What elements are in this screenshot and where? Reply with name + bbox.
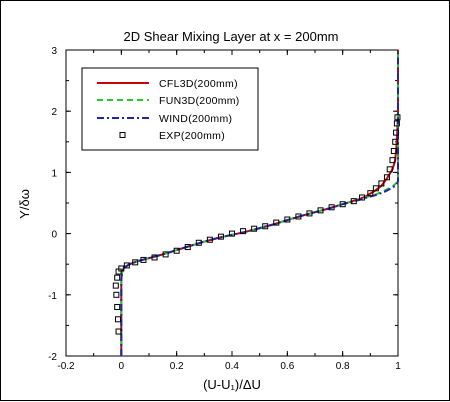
exp-data-point [114, 304, 121, 311]
exp-data-point [390, 147, 397, 154]
exp-data-point [359, 194, 366, 201]
chart-title: 2D Shear Mixing Layer at x = 200mm [124, 29, 339, 44]
exp-data-point [378, 180, 385, 187]
legend-box [81, 67, 259, 151]
axis-ticks: -0.2 0 0.2 0.4 0.6 0.8 1 -2 -1 0 1 2 3 [48, 46, 401, 372]
legend-label: EXP(200mm) [159, 130, 225, 142]
x-tick-label: 0.4 [225, 361, 239, 372]
exp-data-point [195, 239, 202, 246]
exp-data-point [115, 328, 122, 335]
y-axis-label: Y/δω [17, 189, 32, 219]
x-tick-label: 0 [119, 361, 125, 372]
y-tick-label: 1 [51, 168, 57, 179]
x-tick-label: -0.2 [57, 361, 75, 372]
legend-label: CFL3D(200mm) [159, 78, 238, 90]
exp-data-point [383, 174, 390, 181]
exp-data-point [393, 120, 400, 127]
exp-data-point [273, 219, 280, 226]
exp-data-point [184, 244, 191, 251]
exp-data-point [372, 185, 379, 192]
exp-data-point [162, 251, 169, 258]
exp-data-point [394, 114, 401, 121]
exp-data-point [113, 291, 120, 298]
exp-data-point [386, 166, 393, 173]
legend-label: FUN3D(200mm) [159, 95, 240, 107]
exp-data-point [132, 259, 139, 266]
exp-data-point [112, 282, 119, 289]
exp-data-point [295, 213, 302, 220]
exp-data-point [367, 190, 374, 197]
exp-data-point [328, 204, 335, 211]
exp-data-point [151, 254, 158, 261]
exp-data-point [173, 247, 180, 254]
exp-data-point [317, 207, 324, 214]
exp-data-point [306, 210, 313, 217]
legend-marker [119, 132, 126, 138]
x-tick-label: 1 [395, 361, 401, 372]
x-tick-label: 0.6 [280, 361, 294, 372]
y-tick-label: 3 [51, 46, 57, 57]
exp-data-point [350, 198, 357, 205]
legend-label: WIND(200mm) [159, 113, 232, 125]
exp-data-point [389, 157, 396, 164]
exp-data-point [392, 138, 399, 145]
exp-data-point [284, 216, 291, 223]
legend: CFL3D(200mm) FUN3D(200mm) WIND(200mm) EXP(2… [81, 67, 259, 151]
exp-data-point [115, 316, 122, 323]
x-tick-label: 0.2 [170, 361, 184, 372]
y-tick-label: -2 [48, 352, 57, 363]
y-tick-label: -1 [48, 291, 57, 302]
y-tick-label: 0 [51, 230, 57, 241]
x-axis-label: (U-U₁)/ΔU [203, 377, 261, 392]
exp-data-point [217, 233, 224, 240]
series-line-wind-200mm [120, 50, 399, 356]
y-tick-label: 2 [51, 107, 57, 118]
exp-data-point [339, 201, 346, 208]
exp-data-point [240, 228, 247, 235]
exp-data-point [123, 262, 130, 269]
exp-data-point [140, 256, 147, 263]
exp-data-point [118, 265, 125, 272]
exp-data-point [206, 236, 213, 243]
x-tick-label: 0.8 [336, 361, 350, 372]
exp-data-point [262, 223, 269, 230]
series-layer [112, 50, 401, 356]
exp-data-point [251, 225, 258, 232]
exp-data-point [393, 129, 400, 136]
exp-data-point [229, 230, 235, 237]
exp-data-point [114, 274, 121, 281]
